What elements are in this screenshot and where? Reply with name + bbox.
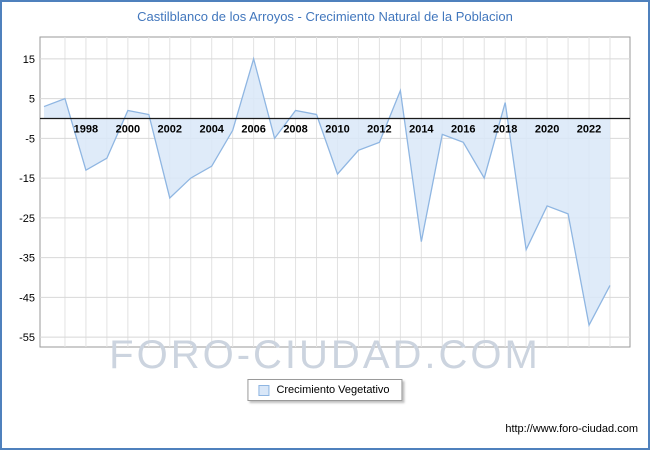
svg-text:-55: -55 — [19, 332, 35, 344]
svg-text:2012: 2012 — [367, 123, 391, 135]
svg-text:2010: 2010 — [325, 123, 349, 135]
svg-text:2018: 2018 — [493, 123, 517, 135]
svg-text:2006: 2006 — [241, 123, 265, 135]
svg-text:2020: 2020 — [535, 123, 559, 135]
legend: Crecimiento Vegetativo — [247, 379, 403, 401]
legend-swatch-icon — [258, 384, 270, 396]
svg-text:2016: 2016 — [451, 123, 475, 135]
svg-text:-15: -15 — [19, 173, 35, 185]
svg-text:1998: 1998 — [74, 123, 98, 135]
chart-title: Castilblanco de los Arroyos - Crecimient… — [137, 9, 513, 24]
svg-text:5: 5 — [29, 94, 35, 106]
svg-text:-25: -25 — [19, 213, 35, 225]
svg-text:2002: 2002 — [158, 123, 182, 135]
svg-text:2008: 2008 — [283, 123, 307, 135]
svg-text:2004: 2004 — [199, 123, 224, 135]
svg-text:15: 15 — [23, 54, 35, 66]
svg-text:2000: 2000 — [116, 123, 140, 135]
legend-label: Crecimiento Vegetativo — [276, 384, 390, 396]
source-url: http://www.foro-ciudad.com — [505, 423, 638, 435]
svg-text:-35: -35 — [19, 253, 35, 265]
svg-text:-45: -45 — [19, 292, 35, 304]
svg-text:-5: -5 — [25, 133, 35, 145]
svg-text:2014: 2014 — [409, 123, 434, 135]
svg-text:2022: 2022 — [577, 123, 601, 135]
